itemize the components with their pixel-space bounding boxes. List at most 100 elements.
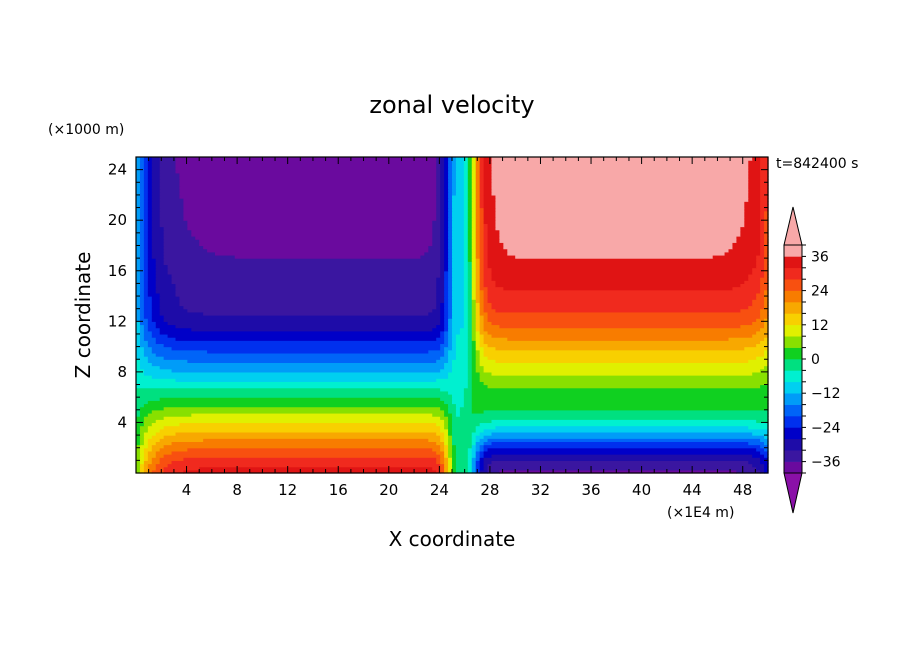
heatmap-cell (475, 457, 481, 461)
heatmap-cell (475, 346, 485, 351)
heatmap-cell (756, 296, 765, 300)
heatmap-cell (471, 365, 477, 370)
heatmap-cell (428, 248, 441, 253)
heatmap-cell (455, 444, 473, 449)
heatmap-cell (136, 450, 141, 455)
heatmap-cell (159, 397, 441, 401)
heatmap-cell (448, 289, 453, 294)
heatmap-cell (179, 299, 437, 303)
heatmap-cell (444, 299, 449, 303)
heatmap-cell (748, 172, 761, 177)
heatmap-cell (471, 280, 477, 284)
heatmap-cell (143, 447, 153, 452)
heatmap-cell (448, 315, 453, 319)
heatmap-cell (139, 333, 145, 338)
heatmap-cell (155, 337, 177, 341)
heatmap-cell (756, 318, 765, 322)
heatmap-cell (143, 254, 149, 259)
heatmap-cell (136, 457, 141, 461)
heatmap-cell (471, 450, 477, 455)
heatmap-cell (495, 207, 745, 212)
heatmap-cell (467, 236, 473, 240)
heatmap-cell (475, 283, 481, 288)
heatmap-cell (436, 201, 441, 205)
heatmap-cell (143, 182, 149, 187)
heatmap-cell (175, 292, 437, 297)
heatmap-cell (448, 220, 453, 224)
heatmap-cell (151, 251, 165, 256)
heatmap-cell (452, 359, 469, 363)
heatmap-cell (471, 447, 477, 452)
heatmap-cell (475, 248, 481, 253)
heatmap-cell (487, 318, 757, 322)
heatmap-cell (151, 318, 165, 322)
heatmap-cell (183, 210, 437, 215)
heatmap-cell (471, 179, 477, 183)
heatmap-cell (147, 229, 153, 234)
heatmap-cell (167, 267, 441, 272)
heatmap-cell (171, 450, 437, 455)
heatmap-cell (471, 400, 769, 405)
heatmap-cell (139, 236, 145, 240)
heatmap-cell (471, 390, 769, 395)
heatmap-cell (444, 226, 449, 231)
heatmap-cell (436, 457, 441, 461)
heatmap-cell (139, 169, 145, 174)
heatmap-cell (760, 204, 769, 209)
heatmap-cell (467, 371, 473, 376)
heatmap-cell (463, 387, 473, 392)
heatmap-cell (463, 267, 469, 272)
heatmap-cell (436, 169, 441, 174)
heatmap-cell (463, 315, 469, 319)
heatmap-cell (139, 277, 145, 281)
heatmap-cell (463, 280, 469, 284)
heatmap-cell (440, 315, 445, 319)
heatmap-cell (444, 318, 449, 322)
heatmap-cell (191, 229, 433, 234)
heatmap-cell (159, 308, 188, 313)
heatmap-cell (448, 198, 453, 202)
heatmap-cell (455, 352, 469, 357)
heatmap-cell (147, 428, 161, 433)
heatmap-cell (448, 318, 453, 322)
heatmap-cell (483, 254, 489, 259)
heatmap-cell (487, 248, 508, 253)
heatmap-cell (136, 403, 145, 408)
heatmap-cell (475, 311, 481, 316)
heatmap-cell (183, 217, 437, 221)
heatmap-cell (452, 188, 457, 193)
heatmap-cell (479, 469, 489, 474)
heatmap-cell (436, 217, 441, 221)
heatmap-cell (136, 349, 145, 354)
colorbar-swatch (784, 347, 802, 360)
heatmap-cell (483, 381, 769, 386)
heatmap-cell (467, 381, 473, 386)
heatmap-cell (147, 236, 153, 240)
heatmap-cell (499, 239, 737, 243)
heatmap-cell (760, 210, 765, 215)
heatmap-cell (147, 318, 153, 322)
heatmap-cell (136, 302, 141, 307)
heatmap-cell (467, 308, 473, 313)
heatmap-cell (440, 460, 445, 465)
colorbar-swatch (784, 438, 802, 451)
heatmap-cell (475, 166, 481, 171)
heatmap-cell (440, 318, 445, 322)
heatmap-cell (147, 201, 153, 205)
heatmap-cell (136, 166, 141, 171)
heatmap-cell (163, 261, 441, 266)
heatmap-cell (452, 175, 457, 180)
heatmap-cell (467, 362, 473, 367)
heatmap-cell (463, 273, 469, 278)
heatmap-cell (147, 412, 192, 417)
heatmap-cell (479, 454, 485, 458)
heatmap-cell (151, 223, 161, 228)
heatmap-cell (479, 201, 485, 205)
heatmap-cell (467, 333, 473, 338)
heatmap-cell (483, 166, 493, 171)
heatmap-cell (448, 207, 453, 212)
heatmap-cell (155, 352, 445, 357)
heatmap-cell (448, 273, 453, 278)
heatmap-cell (448, 466, 453, 471)
heatmap-cell (467, 207, 473, 212)
